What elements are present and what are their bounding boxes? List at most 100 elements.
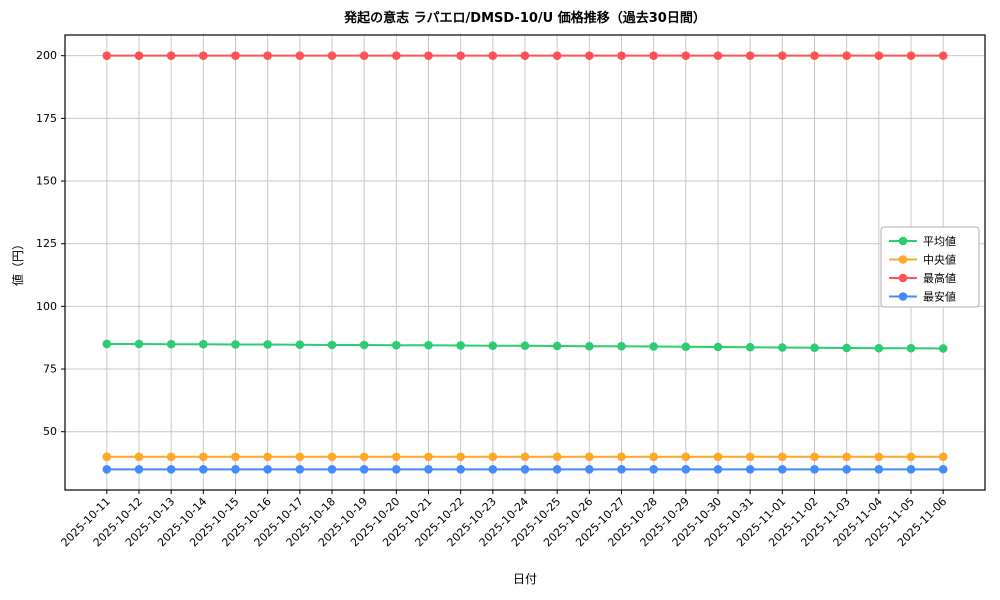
data-point [778,465,787,474]
data-point [359,51,369,60]
y-tick-label: 75 [43,363,57,376]
data-point [359,452,369,462]
data-point [392,452,401,462]
data-point [134,51,144,60]
data-point [810,51,819,60]
data-point [295,465,305,474]
legend-label: 最高値 [923,271,956,285]
data-point [166,339,176,349]
data-point [745,51,755,60]
data-point [681,51,691,60]
data-point [585,465,594,474]
data-point [906,51,916,60]
data-point [585,51,594,60]
data-point [231,340,240,349]
data-point [231,51,240,60]
data-point [327,465,337,474]
legend-marker [898,255,908,264]
data-point [327,51,337,60]
data-point [745,342,755,352]
data-point [842,452,851,462]
data-point [392,51,401,60]
data-point [488,465,498,474]
data-point [649,51,658,60]
data-point [745,465,755,474]
data-point [263,340,272,349]
data-point [392,465,401,474]
data-point [585,341,594,351]
data-point [552,452,562,462]
y-tick-label: 150 [36,175,57,188]
data-point [617,452,626,462]
data-point [810,452,819,462]
data-point [327,340,337,350]
data-point [649,342,658,351]
data-point [649,465,658,474]
data-point [327,452,337,462]
data-point [617,51,626,60]
data-point [552,465,562,474]
data-point [166,465,176,474]
data-point [199,465,208,474]
data-point [713,342,723,352]
data-point [842,465,851,474]
data-point [842,343,851,353]
data-point [424,452,433,462]
data-point [520,341,530,351]
data-point [359,465,369,474]
data-point [166,452,176,462]
data-point [392,340,401,350]
data-point [906,452,916,462]
y-tick-label: 200 [36,49,57,62]
data-point [585,452,594,462]
data-point [874,452,884,462]
data-point [263,51,272,60]
data-point [263,465,272,474]
legend-label: 中央値 [923,253,956,266]
data-point [295,452,305,462]
data-point [134,339,144,349]
data-point [263,452,272,462]
data-point [778,452,787,462]
data-point [102,339,112,349]
data-point [938,465,948,474]
data-point [906,343,916,353]
y-tick-label: 175 [36,112,57,125]
data-point [231,465,240,474]
chart-title: 発起の意志 ラパエロ/DMSD-10/U 価格推移（過去30日間） [344,11,706,26]
legend-box [880,226,980,308]
data-point [617,465,626,474]
legend-marker [898,236,908,246]
data-point [713,465,723,474]
data-point [520,51,530,60]
data-point [456,452,465,462]
data-point [649,452,658,462]
data-point [778,51,787,60]
data-point [199,339,208,349]
y-tick-label: 100 [36,300,57,313]
data-point [778,343,787,352]
data-point [488,452,498,462]
data-point [713,51,723,60]
data-point [552,341,562,351]
data-point [745,452,755,462]
data-point [681,465,691,474]
data-point [488,341,498,351]
legend-marker [898,292,908,301]
data-point [456,465,465,474]
data-point [199,51,208,60]
data-point [552,51,562,60]
data-point [424,465,433,474]
data-point [906,465,916,474]
data-point [134,465,144,474]
data-point [424,340,433,350]
data-point [102,452,112,462]
data-point [810,465,819,474]
legend-label: 最安値 [923,289,956,303]
data-point [134,452,144,462]
data-point [938,51,948,60]
data-point [102,51,112,60]
data-point [810,343,819,353]
data-point [166,51,176,60]
